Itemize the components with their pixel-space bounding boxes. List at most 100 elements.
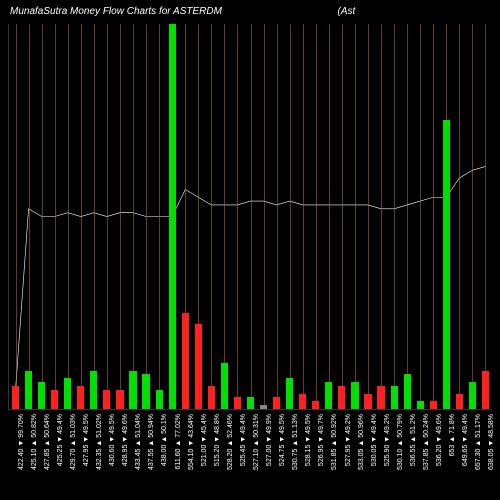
x-tick-label: 527.95 ▼ 49.2% — [345, 414, 352, 466]
grid-line — [329, 24, 330, 409]
volume-bar — [156, 390, 163, 409]
grid-line — [407, 24, 408, 409]
grid-line — [459, 24, 460, 409]
grid-line — [368, 24, 369, 409]
x-tick-label: 531.85 ▲ 50.92% — [331, 414, 338, 470]
volume-bar — [404, 374, 411, 409]
x-tick-label: 438.00 ▲ 50.1% — [161, 414, 168, 466]
money-flow-chart — [8, 24, 492, 410]
grid-line — [16, 24, 17, 409]
grid-line — [29, 24, 30, 409]
volume-bar — [195, 324, 202, 409]
x-tick-label: 437.55 ▲ 50.94% — [148, 414, 155, 470]
grid-line — [81, 24, 82, 409]
x-tick-label: 432.35 ▲ 51.02% — [96, 414, 103, 470]
x-tick-label: 526.95 ▼ 49.7% — [318, 414, 325, 466]
grid-line — [264, 24, 265, 409]
volume-bar — [338, 386, 345, 409]
grid-line — [211, 24, 212, 409]
x-tick-label: 530.75 ▲ 51.13% — [292, 414, 299, 470]
volume-bar — [456, 394, 463, 409]
volume-bar — [38, 382, 45, 409]
title-mid: (Ast — [337, 6, 355, 17]
x-tick-label: 430.60 ▼ 49.5% — [109, 414, 116, 466]
grid-line — [420, 24, 421, 409]
volume-bar — [208, 386, 215, 409]
x-tick-label: 554.10 ▼ 43.64% — [188, 414, 195, 470]
x-tick-label: 524.75 ▼ 49.5% — [279, 414, 286, 466]
x-tick-label: 536.55 ▲ 51.2% — [410, 414, 417, 466]
volume-bar — [364, 394, 371, 409]
x-tick-label: 528.20 ▲ 52.46% — [227, 414, 234, 470]
x-tick-label: 425.25 ▼ 49.4% — [57, 414, 64, 466]
grid-line — [159, 24, 160, 409]
volume-bar — [469, 382, 476, 409]
volume-bar — [260, 405, 267, 409]
x-tick-label: 525.90 ▼ 49.2% — [384, 414, 391, 466]
grid-line — [55, 24, 56, 409]
grid-line — [303, 24, 304, 409]
grid-line — [68, 24, 69, 409]
volume-bar — [221, 363, 228, 409]
volume-bar — [391, 386, 398, 409]
grid-line — [107, 24, 108, 409]
x-tick-label: 427.95 ▼ 49.5% — [83, 414, 90, 466]
x-tick-label: 429.70 ▲ 51.03% — [70, 414, 77, 470]
volume-bar — [247, 397, 254, 409]
x-tick-label: 530.05 ▼ 49.4% — [371, 414, 378, 466]
grid-line — [237, 24, 238, 409]
x-tick-label: 649.65 ▼ 49.4% — [462, 414, 469, 466]
x-tick-label: 530.10 ▲ 50.79% — [397, 414, 404, 470]
volume-bar — [51, 390, 58, 409]
grid-line — [433, 24, 434, 409]
volume-bar — [273, 397, 280, 409]
volume-bar — [351, 382, 358, 409]
grid-line — [485, 24, 486, 409]
volume-bar — [430, 401, 437, 409]
volume-bar — [77, 386, 84, 409]
volume-bar — [182, 313, 189, 409]
grid-line — [94, 24, 95, 409]
x-tick-label: 428.95 ▼ 49.6% — [122, 414, 129, 466]
x-tick-label: 427.85 ▲ 50.64% — [44, 414, 51, 470]
volume-bar — [417, 401, 424, 409]
grid-line — [355, 24, 356, 409]
volume-bar — [169, 24, 176, 409]
x-tick-label: 611.60 ▲ 77.02% — [175, 414, 182, 469]
volume-bar — [129, 371, 136, 410]
x-tick-label: 638.05 ▼ 48.58% — [488, 414, 495, 470]
grid-line — [224, 24, 225, 409]
grid-line — [381, 24, 382, 409]
title-left: MunafaSutra Money Flow Charts for ASTERD… — [10, 6, 222, 17]
x-tick-label: 528.15 ▼ 49.5% — [305, 414, 312, 466]
x-tick-label: 537.85 ▲ 50.24% — [423, 414, 430, 470]
chart-title: MunafaSutra Money Flow Charts for ASTERD… — [10, 6, 490, 17]
volume-bar — [116, 390, 123, 409]
volume-bar — [64, 378, 71, 409]
grid-line — [146, 24, 147, 409]
grid-line — [133, 24, 134, 409]
volume-bar — [482, 371, 489, 410]
volume-bar — [12, 386, 19, 409]
x-tick-label: 657.30 ▲ 51.17% — [475, 414, 482, 470]
x-tick-label: 653 ▲ 71.8% — [449, 414, 456, 456]
x-tick-label: 536.20 ▼ 49.6% — [436, 414, 443, 466]
volume-bar — [234, 397, 241, 409]
grid-line — [472, 24, 473, 409]
volume-bar — [299, 394, 306, 409]
grid-line — [290, 24, 291, 409]
x-tick-label: 527.00 ▼ 49.9% — [266, 414, 273, 466]
volume-bar — [443, 120, 450, 409]
x-tick-label: 533.05 ▲ 50.96% — [358, 414, 365, 470]
volume-bar — [142, 374, 149, 409]
volume-bar — [377, 386, 384, 409]
x-tick-label: 525.45 ▼ 49.4% — [240, 414, 247, 466]
volume-bar — [312, 401, 319, 409]
x-tick-label: 527.10 ▲ 50.31% — [253, 414, 260, 470]
x-tick-label: 422.40 ▼ 99.70% — [18, 414, 25, 470]
x-tick-label: 425.10 ▲ 50.82% — [31, 414, 38, 470]
x-axis-labels: 422.40 ▼ 99.70% 425.10 ▲ 50.82% 427.85 ▲ 5… — [8, 412, 492, 500]
volume-bar — [325, 382, 332, 409]
volume-bar — [103, 390, 110, 409]
volume-bar — [286, 378, 293, 409]
